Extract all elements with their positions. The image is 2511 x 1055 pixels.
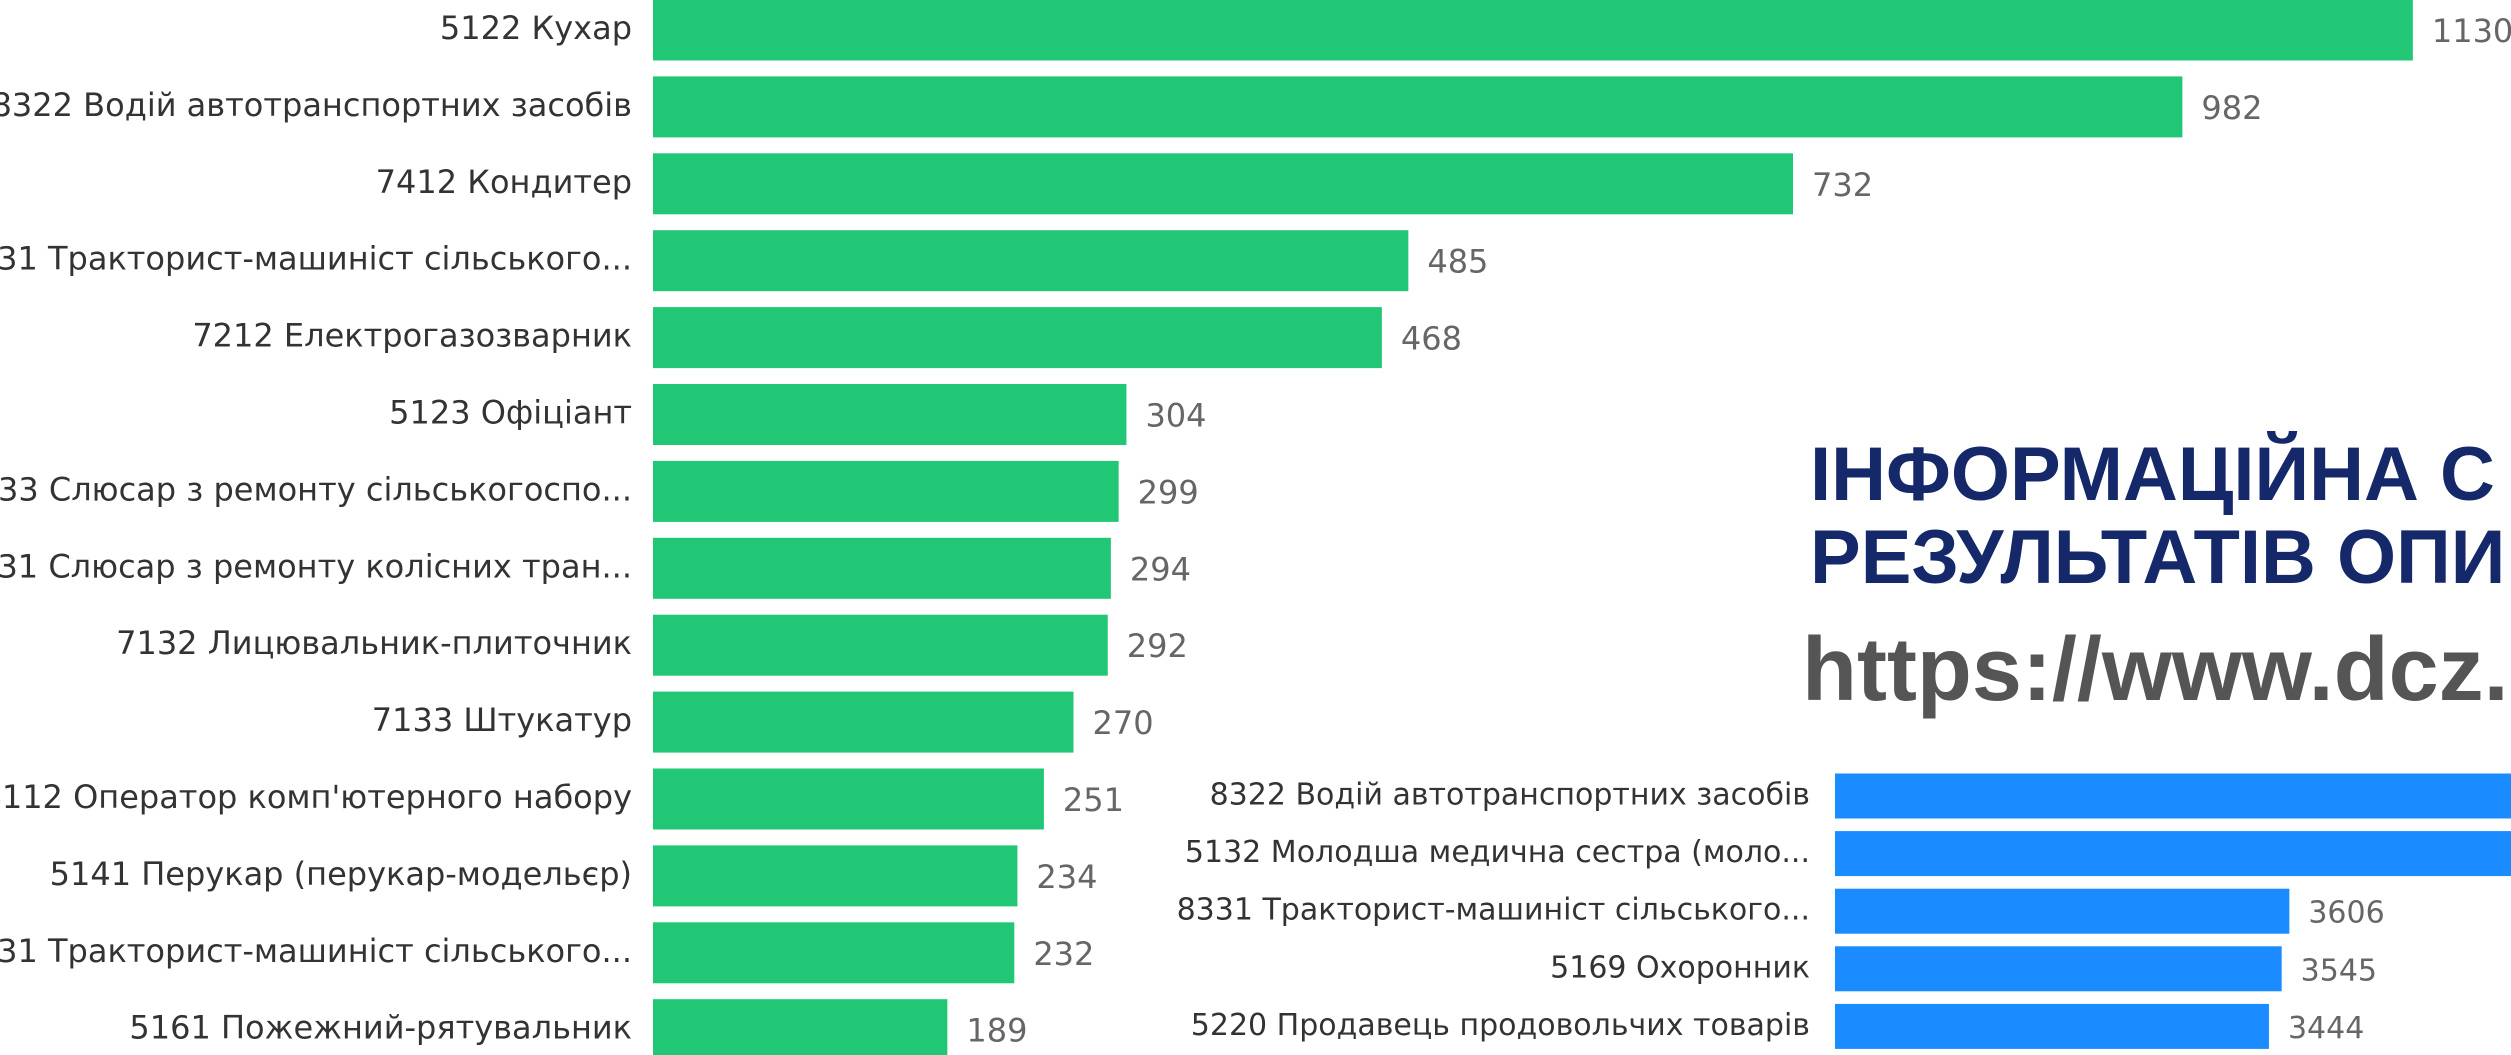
- bar: [1835, 1003, 2269, 1049]
- category-label: 8331 Тракторист-машиніст сільського...: [1177, 893, 1810, 928]
- bar: [653, 999, 948, 1055]
- value-label: 234: [1036, 858, 1097, 896]
- value-label: 1130: [2432, 12, 2511, 50]
- bar: [653, 537, 1111, 599]
- url: https://www.dcz.g: [1802, 620, 2511, 720]
- value-label: 3606: [2308, 896, 2384, 931]
- value-label: 292: [1127, 627, 1188, 665]
- value-label: 3444: [2288, 1011, 2364, 1046]
- category-label: 5161 Пожежний-рятувальник: [129, 1009, 632, 1047]
- category-label: 7133 Штукатур: [372, 701, 632, 739]
- bar: [1835, 831, 2511, 877]
- bar: [1835, 773, 2511, 819]
- value-label: 304: [1145, 397, 1206, 435]
- value-label: 294: [1130, 550, 1191, 588]
- category-label: 8331 Тракторист-машиніст сільського...: [0, 240, 632, 278]
- value-label: 468: [1401, 320, 1462, 358]
- category-label: 8322 Водій автотранспортних засобів: [1210, 778, 1810, 813]
- value-label: 189: [966, 1012, 1027, 1050]
- bar: [653, 614, 1108, 676]
- value-label: 251: [1063, 781, 1124, 819]
- value-label: 982: [2201, 89, 2262, 127]
- bar: [653, 922, 1015, 984]
- value-label: 270: [1092, 704, 1153, 742]
- category-label: 5169 Охоронник: [1550, 950, 1810, 985]
- category-label: 8322 Водій автотранспортних засобів: [0, 86, 632, 124]
- value-label: 232: [1033, 935, 1094, 973]
- bar: [653, 384, 1127, 445]
- category-label: 5123 Офіціант: [389, 394, 632, 432]
- bar: [653, 0, 2413, 61]
- category-label: 7132 Лицювальник-плиточник: [116, 624, 632, 662]
- heading-line: ІНФОРМАЦІЙНА С: [1810, 431, 2495, 517]
- value-label: 3545: [2301, 953, 2377, 988]
- bar: [653, 768, 1044, 830]
- value-label: 485: [1427, 243, 1488, 281]
- category-label: 4112 Оператор комп'ютерного набору: [0, 778, 632, 816]
- category-label: 7231 Слюсар з ремонту колісних тран...: [0, 547, 632, 585]
- blue-chart: 8322 Водій автотранспортних засобів60005…: [1177, 773, 2511, 1049]
- value-label: 299: [1138, 473, 1199, 511]
- bar: [653, 76, 2183, 138]
- heading-line: РЕЗУЛЬТАТІВ ОПИ: [1810, 515, 2505, 600]
- bar: [1835, 888, 2290, 934]
- category-label: 7412 Кондитер: [376, 163, 632, 201]
- bar: [653, 230, 1409, 292]
- category-label: 5122 Кухар: [440, 9, 632, 47]
- category-label: 5141 Перукар (перукар-модельєр): [50, 855, 632, 893]
- bar: [653, 307, 1382, 369]
- category-label: 5220 Продавець продовольчих товарів: [1191, 1008, 1810, 1043]
- bar: [653, 460, 1119, 522]
- bar: [1835, 946, 2282, 992]
- bar: [653, 845, 1018, 907]
- bar: [653, 153, 1794, 215]
- category-label: 8331 Тракторист-машиніст сільського...: [0, 932, 632, 970]
- category-label: 7212 Електрогазозварник: [192, 317, 632, 355]
- value-label: 732: [1812, 166, 1873, 204]
- bar: [653, 691, 1074, 753]
- category-label: 5132 Молодша медична сестра (моло...: [1185, 835, 1810, 870]
- category-label: 7233 Слюсар з ремонту сільськогоспо...: [0, 470, 632, 508]
